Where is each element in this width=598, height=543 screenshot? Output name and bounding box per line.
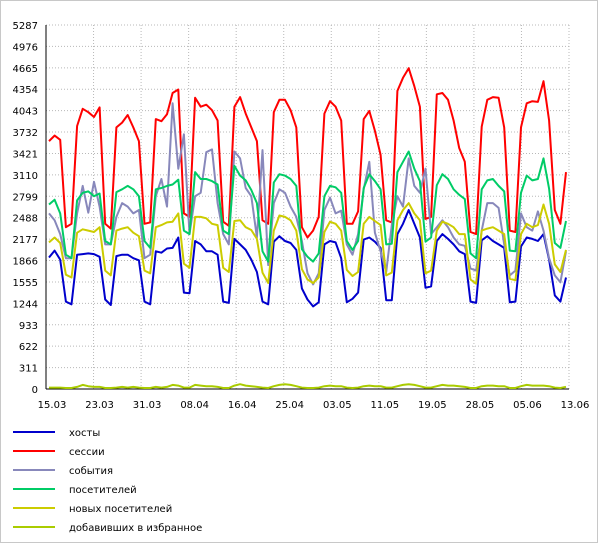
legend-label-2: события bbox=[69, 466, 113, 477]
legend-label-5: добавивших в избранное bbox=[69, 523, 202, 534]
y-tick-label: 4665 bbox=[13, 64, 38, 75]
y-tick-label: 311 bbox=[19, 364, 38, 375]
series-lines bbox=[48, 67, 567, 389]
y-tick-label: 5287 bbox=[13, 21, 38, 32]
x-tick-label: 15.03 bbox=[38, 400, 67, 411]
legend: хосты сессии события посетителей новых посет… bbox=[13, 428, 202, 534]
x-tick-label: 13.06 bbox=[561, 400, 590, 411]
y-tick-label: 2488 bbox=[13, 214, 38, 225]
y-tick-label: 1244 bbox=[13, 299, 38, 310]
x-axis-ticks: 15.03 23.03 31.03 08.04 16.04 25.04 03.05 11.05… bbox=[38, 400, 590, 411]
series-line-4 bbox=[48, 202, 567, 285]
y-tick-label: 1555 bbox=[13, 278, 38, 289]
x-tick-label: 03.05 bbox=[323, 400, 352, 411]
series-line-0 bbox=[48, 209, 567, 308]
legend-label-0: хосты bbox=[69, 428, 100, 439]
y-tick-label: 4976 bbox=[13, 42, 38, 53]
x-tick-label: 23.03 bbox=[85, 400, 114, 411]
x-tick-label: 16.04 bbox=[228, 400, 257, 411]
legend-label-3: посетителей bbox=[69, 485, 137, 496]
y-tick-label: 1866 bbox=[13, 257, 38, 268]
y-tick-label: 2799 bbox=[13, 192, 38, 203]
x-tick-label: 31.03 bbox=[133, 400, 162, 411]
y-tick-label: 3421 bbox=[13, 149, 38, 160]
x-tick-label: 08.04 bbox=[180, 400, 209, 411]
y-tick-label: 933 bbox=[19, 321, 38, 332]
x-tick-label: 28.05 bbox=[466, 400, 495, 411]
axes bbox=[45, 25, 569, 390]
y-axis-ticks: 0 311 622 933 1244 1555 1866 2177 2488 2799 3110 34… bbox=[13, 21, 38, 396]
y-tick-label: 0 bbox=[32, 385, 38, 396]
y-tick-label: 622 bbox=[19, 342, 38, 353]
grid-lines bbox=[46, 24, 570, 389]
x-tick-label: 25.04 bbox=[275, 400, 304, 411]
y-tick-label: 3110 bbox=[13, 171, 38, 182]
series-line-3 bbox=[48, 150, 567, 263]
x-tick-label: 11.05 bbox=[370, 400, 399, 411]
legend-label-1: сессии bbox=[69, 447, 105, 458]
y-tick-label: 3732 bbox=[13, 128, 38, 139]
y-tick-label: 4043 bbox=[13, 107, 38, 118]
y-tick-label: 4354 bbox=[13, 85, 38, 96]
series-line-5 bbox=[49, 383, 567, 389]
y-tick-label: 2177 bbox=[13, 235, 38, 246]
legend-label-4: новых посетителей bbox=[69, 504, 172, 515]
series-line-1 bbox=[48, 67, 567, 239]
x-tick-label: 19.05 bbox=[418, 400, 447, 411]
x-tick-label: 05.06 bbox=[513, 400, 542, 411]
